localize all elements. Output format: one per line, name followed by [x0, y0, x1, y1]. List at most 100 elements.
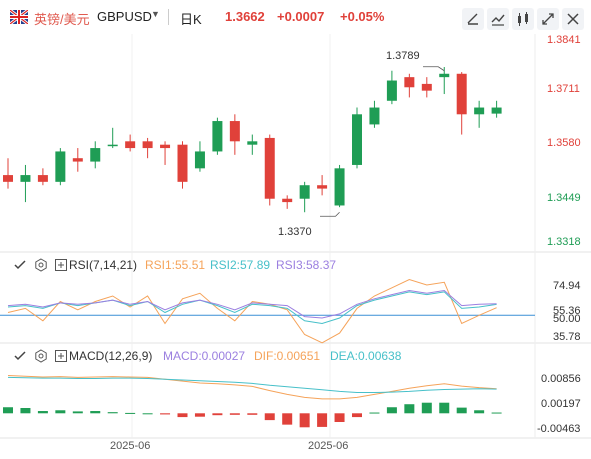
candle-body: [194, 151, 205, 169]
macd-histogram-bar: [177, 413, 188, 418]
expand-icon[interactable]: [54, 349, 68, 368]
expand-icon[interactable]: [54, 258, 68, 277]
macd-histogram-bar: [264, 413, 275, 421]
candle-body: [72, 158, 83, 162]
candle-body: [90, 148, 101, 162]
chart-toolbar: 英镑/美元 GBPUSD ▼ 日K 1.3662 +0.0007 +0.05%: [0, 0, 591, 34]
macd-histogram-bar: [3, 407, 13, 414]
candle-body: [247, 141, 258, 145]
price-axis-label: 1.3318: [547, 236, 581, 248]
macd-axis-label: 0.00197: [541, 398, 581, 410]
price-axis-label: 1.3711: [547, 83, 580, 95]
macd-histogram-bar: [212, 413, 223, 416]
macd-histogram-bar: [369, 412, 380, 414]
rsi1-legend: RSI1:55.51: [145, 258, 206, 272]
macd-histogram-bar: [55, 410, 66, 414]
macd-histogram-bar: [421, 402, 432, 414]
candle-body: [386, 80, 397, 101]
macd-dif-line: [7, 375, 497, 400]
macd-histogram-bar: [456, 407, 467, 414]
macd-histogram-bar: [20, 408, 31, 414]
annotation-leader: [320, 211, 340, 217]
candle-body: [20, 175, 31, 182]
macd-histogram-bar: [142, 413, 153, 415]
macd-histogram-bar: [439, 402, 450, 414]
macd-histogram-bar: [107, 412, 118, 414]
candle-body: [229, 121, 240, 142]
visibility-toggle-icon[interactable]: [13, 258, 27, 277]
x-axis-label: 2025-06: [308, 440, 349, 452]
candle-body: [474, 107, 485, 115]
macd-histogram-bar: [352, 413, 362, 418]
flag-uk-icon: [9, 8, 29, 26]
toolbar-divider: [168, 9, 169, 25]
candle-body: [212, 121, 223, 152]
candle-body: [3, 175, 13, 182]
macd-histogram-bar: [229, 413, 240, 415]
rsi-axis-label: 74.94: [553, 280, 581, 292]
macd-histogram-bar: [299, 413, 310, 428]
high-annotation: 1.3789: [386, 50, 420, 62]
macd-histogram-bar: [386, 407, 397, 414]
candle-body: [299, 185, 310, 199]
candle-body: [317, 185, 328, 189]
macd-histogram-bar: [37, 411, 48, 414]
annotation-leader: [423, 66, 445, 72]
macd-histogram-bar: [404, 404, 415, 414]
rsi-title: RSI(7,14,21): [69, 258, 138, 272]
x-axis-label: 2025-06: [110, 440, 151, 452]
symbol-code[interactable]: GBPUSD: [97, 9, 152, 24]
macd-legend: MACD:0.00027: [163, 349, 246, 363]
candle-body: [55, 151, 66, 182]
candle-body: [352, 114, 362, 165]
price-axis-label: 1.3449: [547, 192, 581, 204]
macd-histogram-bar: [317, 413, 328, 427]
macd-histogram-bar: [247, 413, 258, 415]
macd-histogram-bar: [282, 413, 293, 425]
dea-legend: DEA:0.00638: [330, 349, 402, 363]
rsi-axis-label: 50.00: [553, 313, 581, 325]
rsi2-legend: RSI2:57.89: [210, 258, 271, 272]
draw-tool-icon[interactable]: [462, 8, 484, 30]
candle-style-icon[interactable]: [512, 8, 534, 30]
price-change: +0.0007: [277, 9, 325, 24]
candle-body: [177, 144, 188, 182]
interval-selector[interactable]: 日K: [180, 12, 202, 27]
rsi-line-rsi1: [7, 278, 497, 344]
rsi3-legend: RSI3:58.37: [276, 258, 337, 272]
price-axis-label: 1.3841: [547, 34, 581, 46]
macd-histogram-bar: [491, 412, 502, 414]
candle-body: [421, 83, 432, 91]
candle-body: [334, 168, 345, 206]
macd-histogram-bar: [125, 412, 136, 414]
candle-body: [404, 77, 415, 88]
dropdown-arrow-icon[interactable]: ▼: [151, 9, 160, 19]
macd-histogram-bar: [72, 411, 83, 414]
collapse-icon[interactable]: [537, 8, 559, 30]
macd-histogram-bar: [194, 413, 205, 417]
candle-body: [37, 175, 48, 182]
macd-histogram-bar: [160, 413, 171, 415]
macd-axis-label: 0.00856: [541, 373, 581, 385]
macd-histogram-bar: [90, 411, 101, 414]
candle-body: [160, 144, 171, 149]
price-axis-label: 1.3580: [547, 137, 581, 149]
close-icon[interactable]: [562, 8, 584, 30]
settings-icon[interactable]: [34, 258, 48, 277]
macd-histogram-bar: [334, 413, 345, 422]
settings-icon[interactable]: [34, 349, 48, 368]
symbol-name-cn[interactable]: 英镑/美元: [34, 12, 90, 27]
rsi-axis-label: 35.78: [553, 331, 581, 343]
low-annotation: 1.3370: [278, 226, 312, 238]
rsi-axis-label: 55.36: [553, 305, 581, 317]
candle-body: [107, 144, 118, 147]
candle-body: [264, 137, 275, 199]
candle-body: [142, 141, 153, 149]
indicator-icon[interactable]: [487, 8, 509, 30]
price-change-percent: +0.05%: [340, 9, 385, 24]
macd-axis-label: -0.00463: [537, 423, 581, 435]
macd-histogram-bar: [474, 410, 485, 414]
visibility-toggle-icon[interactable]: [13, 349, 27, 368]
candle-body: [456, 73, 467, 115]
